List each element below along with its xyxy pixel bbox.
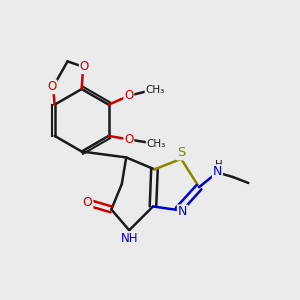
Text: O: O [47,80,57,93]
Text: O: O [124,133,134,146]
Text: CH₃: CH₃ [146,85,165,95]
Text: NH: NH [120,232,138,245]
Text: O: O [82,196,92,209]
Text: O: O [80,60,89,73]
Text: N: N [178,205,187,218]
Text: N: N [213,165,222,178]
Text: CH₃: CH₃ [147,139,166,149]
Text: S: S [177,146,185,160]
Text: O: O [124,89,134,102]
Text: H: H [215,160,223,170]
